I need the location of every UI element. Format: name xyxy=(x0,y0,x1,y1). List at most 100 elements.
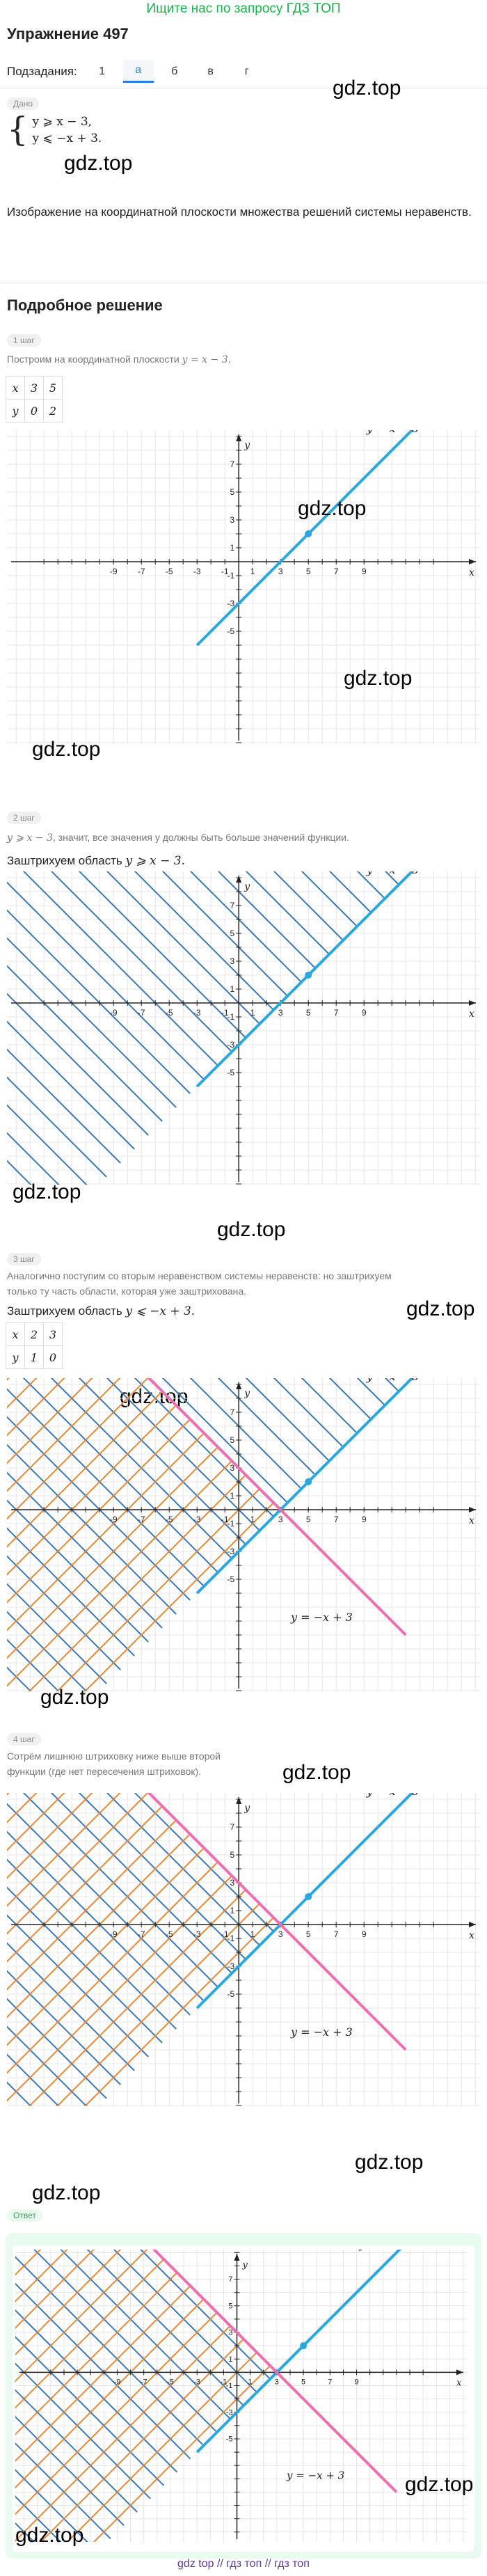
step-1-text: Построим на координатной плоскости y = x… xyxy=(7,354,232,365)
hatch-line xyxy=(189,1378,302,1490)
graph-content: -9 -7 -5 -3 -1 1 3 5 7 9 7 5 3 1 -1 -3 -5 x y y = x − 3 y = … xyxy=(7,1793,480,2106)
hatch-line xyxy=(40,2338,244,2542)
hatch-line xyxy=(15,2495,62,2542)
top-search-link[interactable]: Ищите нас по запросу ГДЗ ТОП xyxy=(146,1,341,16)
x-tick-label: 3 xyxy=(278,1008,283,1018)
hatch-line xyxy=(7,1793,38,1824)
graph-content: -9 -7 -5 -3 -1 1 3 5 7 9 7 5 3 1 -1 -3 -5 x y y = x − 3 xyxy=(7,430,480,743)
step-1-label: 1 шаг xyxy=(7,334,41,347)
y-tick-label: 7 xyxy=(228,2275,232,2284)
tab-g[interactable]: г xyxy=(244,65,249,77)
hatch-line xyxy=(28,1889,246,2106)
coordinate-graph-step-1: -9 -7 -5 -3 -1 1 3 5 7 9 7 5 3 1 -1 -3 -5 x y y = x − 3 xyxy=(7,430,480,743)
answer-inner xyxy=(13,2245,474,2552)
x-tick-label: 7 xyxy=(334,1515,339,1524)
y-tick-label: 1 xyxy=(228,2355,232,2364)
hatch-line xyxy=(217,871,316,969)
x-tick-label: 9 xyxy=(362,1008,367,1018)
tab-1[interactable]: 1 xyxy=(99,65,106,77)
watermark: gdz.top xyxy=(406,1297,475,1320)
x-tick-label: 9 xyxy=(362,567,367,576)
tab-a[interactable]: а xyxy=(122,60,154,83)
watermark: gdz.top xyxy=(355,2151,424,2174)
label-line-2: y = −x + 3 xyxy=(290,1611,353,1624)
y-axis-arrow xyxy=(236,876,242,883)
page-title: Упражнение 497 xyxy=(7,25,129,42)
watermark: gdz.top xyxy=(32,2181,101,2204)
hatch-line xyxy=(7,1793,65,1851)
x-tick-label: -1 xyxy=(221,1515,229,1524)
x-tick-label: -7 xyxy=(138,1929,145,1939)
x-tick-label: -1 xyxy=(221,1008,229,1018)
hatch-line xyxy=(189,871,302,983)
y-tick-label: -5 xyxy=(226,2435,233,2444)
hatch-line xyxy=(50,1793,232,1974)
hatch-line xyxy=(28,1474,246,1691)
hatch-line xyxy=(78,1793,246,1960)
hatch-line xyxy=(7,1847,205,2046)
hatch-line xyxy=(86,2250,244,2406)
y-tick-label: -5 xyxy=(227,1989,235,1999)
hatch-line xyxy=(7,1858,177,2030)
graph-content: -9 -7 -5 -3 -1 1 3 5 7 9 7 5 3 1 -1 -3 -5 x y y = x − 3 xyxy=(7,871,480,1185)
hatch-line xyxy=(7,1611,88,1691)
hatch-line xyxy=(7,1666,32,1691)
x-tick-label: -5 xyxy=(166,1515,173,1524)
hatch-line xyxy=(7,1942,135,2071)
point-5-2 xyxy=(305,972,312,979)
point-5-2 xyxy=(305,1893,312,1900)
hatch-line xyxy=(15,2298,205,2489)
x-tick-label: 1 xyxy=(250,567,255,576)
x-tick-label: -3 xyxy=(193,1929,201,1939)
y-tick-label: 7 xyxy=(230,459,235,469)
y-tick-label: -3 xyxy=(227,1040,235,1050)
hatch-line xyxy=(7,1793,93,1879)
watermark: gdz.top xyxy=(217,1218,286,1241)
hatch-line xyxy=(15,2250,122,2356)
hatch-line xyxy=(15,2522,35,2542)
point-5-2 xyxy=(300,2342,308,2350)
hatch-line xyxy=(273,1378,344,1448)
hatch-line xyxy=(161,871,288,997)
tab-v[interactable]: в xyxy=(207,65,214,77)
given-line-1: y ⩾ x − 3, xyxy=(32,115,93,129)
y-tick-label: -1 xyxy=(227,1934,235,1943)
watermark: gdz.top xyxy=(298,497,367,520)
coordinate-graph-answer: -9 -7 -5 -3 -1 1 3 5 7 9 7 5 3 1 -1 -3 -5 x y y = x − 3 y = … xyxy=(15,2250,468,2542)
x-tick-label: -9 xyxy=(110,1008,118,1018)
x-tick-label: 9 xyxy=(362,1515,367,1524)
x-tick-label: 9 xyxy=(354,2378,358,2386)
label-line-1: y = x − 3 xyxy=(366,871,419,876)
y-tick-label: -3 xyxy=(227,1961,235,1971)
hatch-line xyxy=(15,2250,95,2329)
x-axis-label: x xyxy=(469,567,474,578)
y-tick-label: 3 xyxy=(230,1878,235,1888)
x-tick-label: 7 xyxy=(334,567,339,576)
footer-links[interactable]: gdz top // гдз топ // гдз топ xyxy=(177,2558,310,2570)
y-tick-label: -3 xyxy=(226,2408,233,2417)
x-tick-label: 3 xyxy=(278,567,283,576)
step-2-label: 2 шаг xyxy=(7,812,41,824)
y-tick-label: -1 xyxy=(227,571,235,580)
x-axis-label: x xyxy=(456,2378,462,2388)
hatch-line xyxy=(33,2250,218,2433)
line-y-equals-x-minus-3 xyxy=(195,871,415,1088)
hatch-line xyxy=(113,2250,257,2393)
hatch-line xyxy=(15,2259,165,2409)
watermark: gdz.top xyxy=(64,152,133,175)
y-axis-label: y xyxy=(244,881,250,892)
tab-b[interactable]: б xyxy=(171,65,178,77)
hatch-line xyxy=(7,965,163,1122)
y-tick-label: 3 xyxy=(228,2329,232,2337)
point-5-2 xyxy=(305,530,312,537)
hatch-line xyxy=(15,2336,165,2486)
hatch-line xyxy=(66,2352,257,2542)
x-tick-label: 7 xyxy=(328,2378,332,2386)
hatch-line xyxy=(93,2365,271,2542)
x-tick-label: -3 xyxy=(193,1515,201,1524)
x-tick-label: 9 xyxy=(362,1929,367,1939)
x-tick-label: 7 xyxy=(334,1008,339,1018)
x-tick-label: -9 xyxy=(110,567,118,576)
given-system: { y ⩾ x − 3, y ⩽ −x + 3. xyxy=(7,113,102,147)
